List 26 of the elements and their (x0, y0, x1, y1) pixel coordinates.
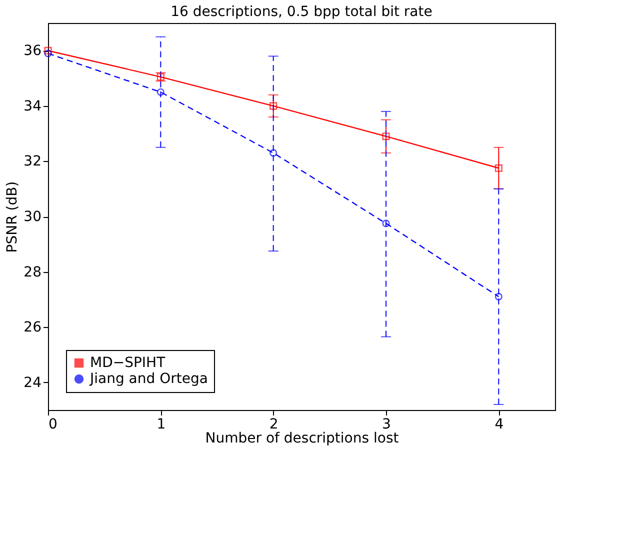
legend-label: Jiang and Ortega (89, 371, 208, 387)
y-tick-label: 28 (24, 264, 42, 280)
point (44, 50, 52, 58)
legend-label: MD−SPIHT (90, 355, 166, 371)
chart-title: 16 descriptions, 0.5 bpp total bit rate (170, 4, 432, 20)
x-tick-label: 3 (382, 416, 391, 432)
point (44, 46, 52, 54)
y-axis-title: PSNR (dB) (4, 181, 21, 253)
x-tick-label: 0 (48, 416, 58, 432)
y-tick-label: 32 (24, 154, 42, 170)
x-axis-title: Number of descriptions lost (205, 430, 400, 446)
y-tick-label: 24 (24, 374, 42, 391)
y-tick-label: 26 (24, 320, 42, 336)
y-tick-label: 34 (24, 98, 42, 114)
point (494, 292, 502, 300)
point (382, 132, 390, 140)
point (156, 88, 164, 96)
x-tick-label: 2 (269, 416, 278, 432)
point (270, 102, 278, 110)
point (382, 220, 390, 228)
x-tick-label: 1 (156, 416, 166, 432)
y-tick-label: 36 (24, 43, 42, 60)
x-tick-label: 4 (494, 416, 504, 432)
point (270, 149, 278, 157)
y-tick-label: 30 (24, 209, 42, 225)
point (494, 164, 502, 172)
